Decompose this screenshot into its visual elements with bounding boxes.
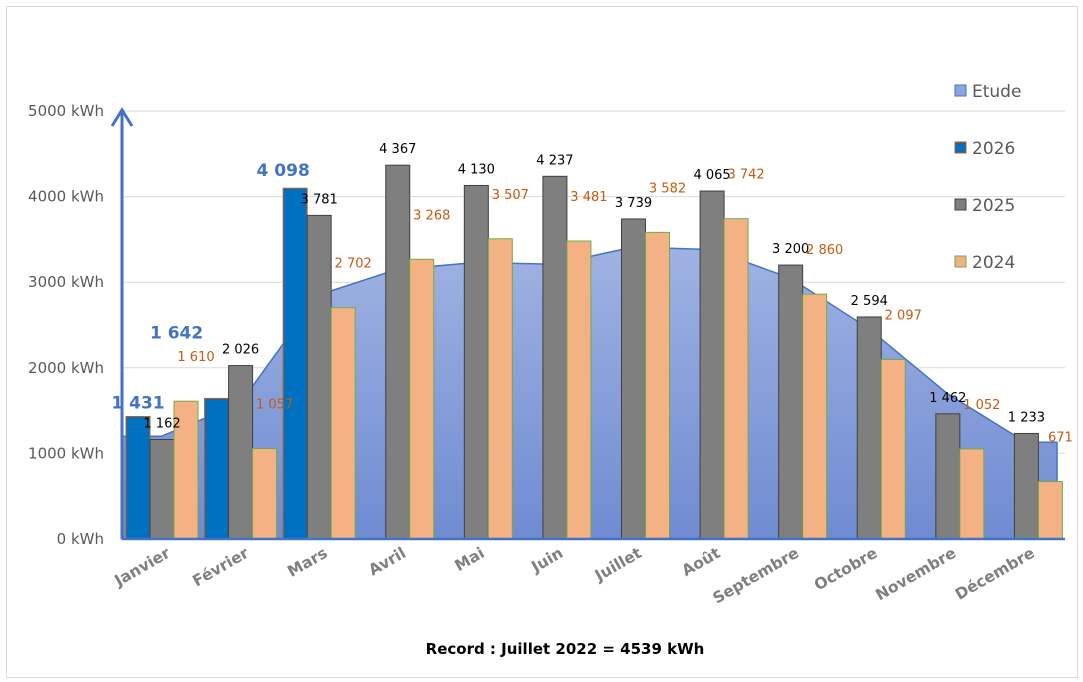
data-label-2024: 2 702	[335, 257, 372, 272]
x-category-label: Décembre	[952, 544, 1038, 604]
legend-label-2025: 2025	[972, 196, 1015, 216]
data-label-2026: 1 431	[111, 394, 164, 414]
x-category-label: Août	[679, 544, 724, 580]
data-label-2025: 1 233	[1008, 410, 1045, 425]
x-category-label: Janvier	[111, 544, 174, 591]
data-label-2026: 4 098	[257, 161, 310, 181]
bar-2025-Décembre	[1013, 432, 1039, 540]
y-axis-arrow	[110, 107, 134, 127]
bar-2024-Juin	[566, 240, 592, 540]
bar-2025-Janvier	[149, 439, 175, 540]
bar-2024-Mars	[330, 307, 356, 540]
x-category-label: Mars	[284, 544, 330, 581]
data-label-2024: 1 610	[177, 350, 214, 365]
data-label-2025: 3 200	[772, 242, 809, 257]
bar-2025-Février	[228, 365, 254, 540]
data-label-2024: 3 742	[727, 168, 764, 183]
data-label-2024: 3 507	[492, 188, 529, 203]
bar-2025-Juin	[542, 175, 568, 540]
legend-label-2024: 2024	[972, 253, 1015, 273]
data-label-2024: 2 097	[885, 308, 922, 323]
x-category-label: Février	[189, 544, 252, 591]
x-category-label: Novembre	[872, 544, 959, 604]
chart-frame	[6, 6, 1078, 678]
bar-2024-Décembre	[1037, 481, 1063, 540]
data-label-2025: 3 739	[615, 196, 652, 211]
data-label-2024: 3 481	[570, 190, 607, 205]
data-label-2025: 4 237	[536, 153, 573, 168]
bar-2024-Septembre	[802, 293, 828, 540]
data-label-2025: 4 130	[458, 162, 495, 177]
data-label-2024: 671	[1048, 431, 1073, 446]
x-category-label: Juin	[528, 544, 567, 577]
bar-2025-Mars	[306, 214, 332, 540]
bar-2026-Février	[204, 397, 230, 540]
legend-swatch-2025	[954, 198, 967, 211]
bar-2024-Novembre	[959, 448, 985, 540]
x-category-label: Mai	[452, 544, 488, 575]
data-label-2024: 3 582	[649, 181, 686, 196]
bar-2024-Avril	[409, 258, 435, 540]
record-annotation: Record : Juillet 2022 = 4539 kWh	[425, 640, 705, 658]
bar-2025-Octobre	[856, 316, 882, 540]
y-tick-label: 5000 kWh	[28, 102, 104, 120]
data-label-2025: 3 781	[301, 192, 338, 207]
bar-2024-Octobre	[880, 358, 906, 540]
data-label-2025: 4 367	[379, 142, 416, 157]
bar-2025-Juillet	[621, 218, 646, 540]
y-tick-label: 3000 kWh	[28, 273, 104, 291]
x-category-label: Juillet	[591, 544, 645, 586]
legend-label-Etude: Etude	[972, 82, 1021, 102]
bar-2024-Juillet	[645, 231, 670, 540]
bar-2025-Novembre	[935, 413, 961, 540]
data-label-2025: 2 026	[222, 343, 259, 358]
bar-2024-Janvier	[173, 400, 199, 540]
bar-2025-Mai	[463, 184, 489, 540]
x-category-label: Octobre	[811, 544, 880, 594]
data-label-2024: 1 057	[256, 398, 293, 413]
legend-label-2026: 2026	[972, 139, 1015, 159]
y-tick-label: 0 kWh	[57, 530, 104, 548]
bar-2024-Août	[723, 218, 749, 540]
data-label-2025: 4 065	[693, 168, 730, 183]
data-label-2024: 1 052	[963, 398, 1000, 413]
data-label-2025: 2 594	[851, 294, 888, 309]
y-tick-label: 2000 kWh	[28, 359, 104, 377]
data-label-2024: 3 268	[413, 208, 450, 223]
bar-2025-Avril	[385, 164, 411, 540]
x-category-label: Avril	[366, 544, 409, 580]
bar-2024-Mai	[487, 238, 513, 540]
x-category-label: Septembre	[710, 544, 802, 608]
bar-2026-Mars	[282, 187, 308, 540]
legend-swatch-2026	[954, 141, 967, 154]
legend-swatch-Etude	[954, 84, 967, 97]
data-label-2025: 1 462	[929, 391, 966, 406]
y-tick-label: 1000 kWh	[28, 444, 104, 462]
y-tick-label: 4000 kWh	[28, 188, 104, 206]
data-label-2024: 2 860	[806, 243, 843, 258]
legend-swatch-2024	[954, 255, 967, 268]
bar-2024-Février	[252, 448, 278, 540]
data-label-2026: 1 642	[150, 323, 203, 343]
bar-2026-Janvier	[125, 416, 151, 540]
bar-2025-Août	[699, 190, 725, 540]
bar-2025-Septembre	[778, 264, 804, 540]
data-label-2025: 1 162	[143, 417, 180, 432]
